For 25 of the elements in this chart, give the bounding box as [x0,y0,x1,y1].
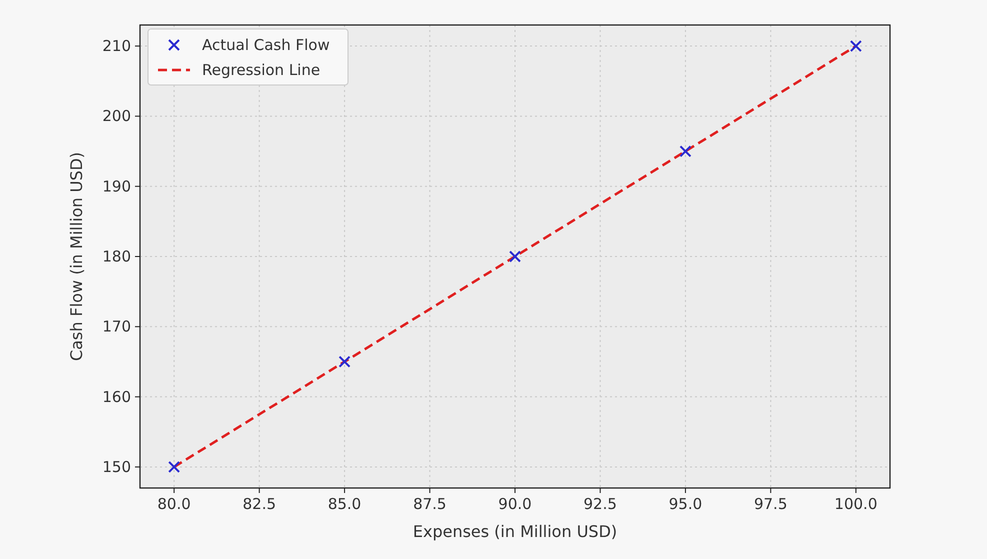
x-axis-title: Expenses (in Million USD) [412,522,618,541]
point [679,145,692,158]
y-tick-label: 150 [102,458,131,476]
point [168,460,180,473]
x-tick-label: 87.5 [413,495,446,513]
x-tick-label: 80.0 [157,495,191,513]
x-tick-label: 92.5 [584,495,617,513]
y-tick-label: 180 [102,248,131,266]
point [850,40,862,52]
y-tick-label: 170 [102,318,131,336]
y-tick-label: 200 [102,107,131,126]
legend-label: Regression Line [202,61,320,79]
y-tick-label: 190 [102,177,131,196]
x-tick-label: 85.0 [328,495,362,513]
point [509,250,521,262]
y-axis-title: Cash Flow (in Million USD) [67,152,86,362]
legend-label: Actual Cash Flow [202,36,330,54]
x-tick-label: 100.0 [834,495,878,513]
point [338,356,351,368]
x-tick-label: 90.0 [498,495,532,513]
y-tick-label: 160 [102,388,131,406]
x-tick-label: 97.5 [754,495,788,513]
y-tick-label: 210 [102,37,131,56]
x-tick-label: 82.5 [242,495,276,513]
x-tick-label: 95.0 [668,495,702,513]
